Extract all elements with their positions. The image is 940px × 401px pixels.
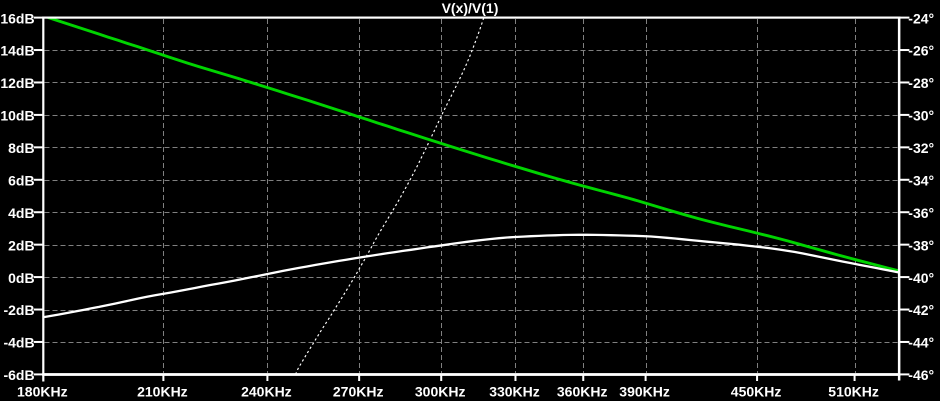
svg-text:-6dB: -6dB: [3, 367, 34, 383]
svg-text:V(x)/V(1): V(x)/V(1): [442, 0, 499, 16]
svg-text:-32°: -32°: [908, 140, 934, 156]
svg-text:180KHz: 180KHz: [17, 383, 68, 399]
svg-text:-34°: -34°: [908, 172, 934, 188]
svg-text:-40°: -40°: [908, 270, 934, 286]
svg-text:270KHz: 270KHz: [333, 383, 384, 399]
svg-text:360KHz: 360KHz: [557, 383, 608, 399]
svg-text:210KHz: 210KHz: [137, 383, 188, 399]
svg-text:-30°: -30°: [908, 108, 934, 124]
svg-text:4dB: 4dB: [8, 205, 34, 221]
svg-text:-46°: -46°: [908, 367, 934, 383]
svg-text:300KHz: 300KHz: [415, 383, 466, 399]
svg-text:-38°: -38°: [908, 237, 934, 253]
svg-text:240KHz: 240KHz: [241, 383, 292, 399]
svg-text:-24°: -24°: [908, 10, 934, 26]
svg-text:10dB: 10dB: [0, 108, 34, 124]
svg-text:390KHz: 390KHz: [619, 383, 670, 399]
svg-text:16dB: 16dB: [0, 10, 34, 26]
svg-text:8dB: 8dB: [8, 140, 34, 156]
svg-text:450KHz: 450KHz: [731, 383, 782, 399]
svg-text:12dB: 12dB: [0, 75, 34, 91]
svg-text:-26°: -26°: [908, 43, 934, 59]
svg-text:-2dB: -2dB: [3, 302, 34, 318]
svg-text:-44°: -44°: [908, 335, 934, 351]
svg-text:-4dB: -4dB: [3, 335, 34, 351]
svg-text:330KHz: 330KHz: [489, 383, 540, 399]
svg-text:510KHz: 510KHz: [828, 383, 879, 399]
svg-text:6dB: 6dB: [8, 172, 34, 188]
svg-text:-28°: -28°: [908, 75, 934, 91]
svg-text:0dB: 0dB: [8, 270, 34, 286]
svg-text:14dB: 14dB: [0, 43, 34, 59]
svg-text:-42°: -42°: [908, 302, 934, 318]
svg-text:-36°: -36°: [908, 205, 934, 221]
svg-text:2dB: 2dB: [8, 237, 34, 253]
